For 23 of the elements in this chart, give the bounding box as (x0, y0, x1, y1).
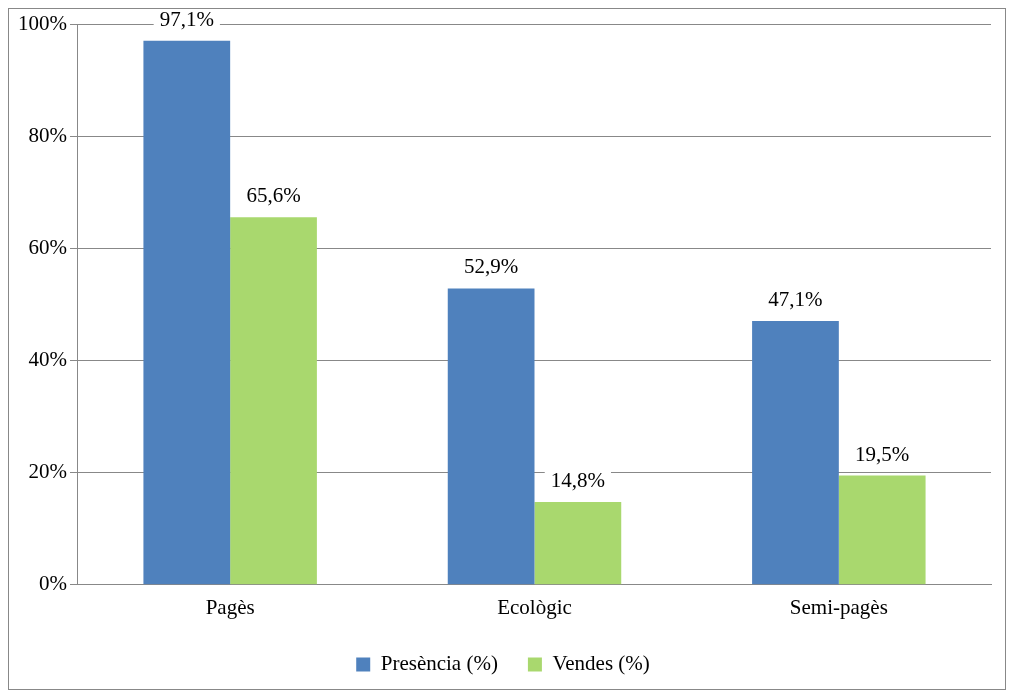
y-tick-label: 100% (17, 11, 67, 36)
bar (447, 288, 535, 585)
bar (143, 40, 231, 585)
legend-label: Vendes (%) (552, 651, 650, 676)
data-label: 19,5% (855, 441, 910, 466)
data-label: 65,6% (246, 183, 301, 208)
bar (752, 320, 839, 585)
data-label: 52,9% (464, 254, 519, 279)
y-tick-label: 60% (28, 235, 67, 260)
data-label: 14,8% (550, 467, 605, 492)
data-label: 97,1% (159, 6, 214, 31)
y-tick-label: 20% (28, 459, 67, 484)
x-tick-label: Semi-pagès (789, 594, 888, 619)
y-tick-label: 40% (28, 347, 67, 372)
bar (534, 501, 622, 585)
bar (230, 217, 317, 585)
x-tick-label: Ecològic (497, 594, 572, 619)
y-tick-label: 80% (28, 123, 67, 148)
y-tick-label: 0% (38, 571, 67, 596)
bar (838, 475, 926, 585)
data-label: 47,1% (768, 286, 823, 311)
x-tick-label: Pagès (205, 594, 255, 619)
legend-label: Presència (%) (380, 651, 498, 676)
